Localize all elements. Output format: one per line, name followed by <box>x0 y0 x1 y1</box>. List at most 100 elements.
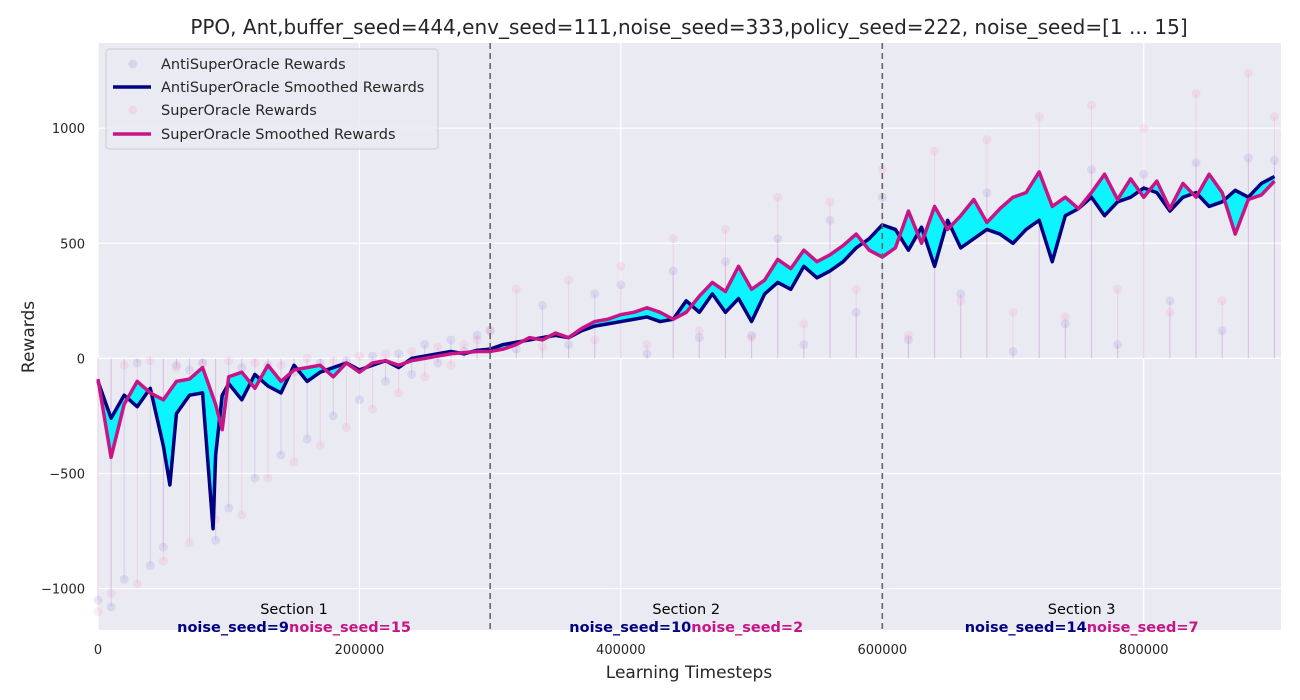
anti-raw-point <box>472 330 482 340</box>
super-raw-point <box>564 275 574 285</box>
super-raw-point <box>537 342 547 352</box>
anti-raw-point <box>720 257 730 267</box>
anti-raw-point <box>1113 340 1123 350</box>
super-raw-point <box>145 356 155 366</box>
x-tick-label: 200000 <box>335 643 385 658</box>
super-raw-point <box>1086 100 1096 110</box>
anti-raw-point <box>485 326 495 336</box>
anti-raw-point <box>93 595 103 605</box>
anti-raw-point <box>1165 296 1175 306</box>
super-raw-point <box>237 510 247 520</box>
y-tick-label: −500 <box>49 467 85 482</box>
legend-label-anti-raw: AntiSuperOracle Rewards <box>161 57 346 73</box>
super-raw-point <box>459 340 469 350</box>
super-raw-point <box>642 340 652 350</box>
super-raw-point <box>720 224 730 234</box>
anti-raw-point <box>211 535 221 545</box>
anti-raw-point <box>420 340 430 350</box>
super-raw-point <box>93 607 103 617</box>
super-smoothed-line <box>96 170 1276 460</box>
legend-box <box>105 48 439 150</box>
super-raw-point <box>106 588 116 598</box>
anti-raw-point <box>1086 165 1096 175</box>
anti-raw-point <box>956 289 966 299</box>
anti-raw-point <box>747 330 757 340</box>
anti-raw-point <box>224 503 234 513</box>
anti-raw-point <box>237 363 247 373</box>
anti-raw-point <box>903 335 913 345</box>
super-raw-point <box>747 333 757 343</box>
legend: AntiSuperOracle Rewards AntiSuperOracle … <box>105 48 439 150</box>
x-tick-label: 400000 <box>596 643 646 658</box>
x-tick-label: 600000 <box>857 643 907 658</box>
anti-raw-point <box>825 215 835 225</box>
anti-raw-point <box>1217 326 1227 336</box>
anti-seed-label: noise_seed=10 <box>569 620 691 636</box>
super-raw-point <box>1217 296 1227 306</box>
super-raw-point <box>394 388 404 398</box>
super-raw-point <box>185 538 195 548</box>
legend-marker-anti-raw <box>128 59 138 69</box>
super-raw-point <box>956 296 966 306</box>
anti-raw-point <box>799 340 809 350</box>
super-raw-point <box>773 192 783 202</box>
super-raw-point <box>511 284 521 294</box>
section-label: Section 2 <box>652 602 720 618</box>
anti-raw-point <box>198 358 208 368</box>
anti-raw-point <box>694 333 704 343</box>
legend-label-anti-smoothed: AntiSuperOracle Smoothed Rewards <box>161 80 424 96</box>
super-raw-point <box>668 234 678 244</box>
super-raw-point <box>132 579 142 589</box>
super-raw-point <box>930 146 940 156</box>
anti-raw-point <box>851 307 861 317</box>
anti-raw-point <box>381 376 391 386</box>
anti-raw-point <box>537 300 547 310</box>
anti-raw-point <box>328 411 338 421</box>
anti-raw-point <box>590 289 600 299</box>
anti-raw-point <box>250 473 260 483</box>
anti-raw-point <box>982 188 992 198</box>
super-raw-point <box>289 457 299 467</box>
super-raw-point <box>1269 112 1279 122</box>
super-raw-point <box>250 358 260 368</box>
super-raw-point <box>1008 307 1018 317</box>
super-raw-point <box>276 360 286 370</box>
anti-raw-point <box>354 395 364 405</box>
section-label: Section 1 <box>260 602 328 618</box>
super-raw-point <box>1139 123 1149 133</box>
super-raw-point <box>171 363 181 373</box>
super-seed-label: noise_seed=2 <box>691 620 803 636</box>
anti-raw-point <box>773 234 783 244</box>
legend-label-super-raw: SuperOracle Rewards <box>161 103 317 119</box>
anti-raw-point <box>302 434 312 444</box>
super-raw-point <box>446 360 456 370</box>
anti-raw-point <box>1060 319 1070 329</box>
section-annotations: Section 1 noise_seed=9noise_seed=15 Sectio… <box>177 602 1198 636</box>
super-raw-point <box>119 360 129 370</box>
super-raw-point <box>302 353 312 363</box>
x-tick-label: 0 <box>94 643 102 658</box>
anti-seed-label: noise_seed=9 <box>177 620 289 636</box>
x-tick-label: 800000 <box>1119 643 1169 658</box>
anti-raw-point <box>171 360 181 370</box>
anti-raw-point <box>407 369 417 379</box>
legend-marker-super-raw <box>128 105 138 115</box>
anti-raw-point <box>446 335 456 345</box>
super-seed-label: noise_seed=15 <box>289 620 411 636</box>
super-raw-point <box>851 284 861 294</box>
anti-raw-point <box>642 349 652 359</box>
y-tick-label: −1000 <box>41 583 85 598</box>
super-raw-point <box>903 330 913 340</box>
anti-raw-point <box>158 542 168 552</box>
anti-raw-point <box>132 358 142 368</box>
super-raw-point <box>315 441 325 451</box>
super-seed-label: noise_seed=7 <box>1087 620 1199 636</box>
anti-raw-point <box>668 266 678 276</box>
anti-raw-point <box>1243 153 1253 163</box>
super-raw-point <box>1060 312 1070 322</box>
super-raw-point <box>224 356 234 366</box>
legend-label-super-smoothed: SuperOracle Smoothed Rewards <box>161 127 396 143</box>
x-axis-label: Learning Timesteps <box>606 663 773 683</box>
anti-raw-point <box>276 450 286 460</box>
